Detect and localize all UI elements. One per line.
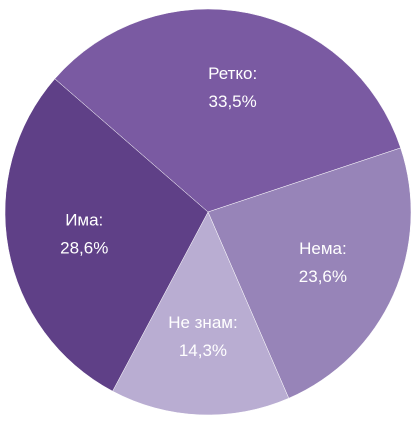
pie-slice <box>207 147 412 399</box>
pie-slice <box>112 211 290 416</box>
slice-value-label: 28,6% <box>60 238 108 257</box>
slice-value-label: 14,3% <box>179 341 227 360</box>
slice-category-label: Има: <box>65 210 103 229</box>
pie-slice <box>54 8 401 213</box>
slice-category-label: Не знам: <box>168 313 238 332</box>
pie-slice <box>4 78 209 392</box>
slice-category-label: Нема: <box>299 239 347 258</box>
slice-category-label: Ретко: <box>208 64 257 83</box>
slice-value-label: 33,5% <box>209 92 257 111</box>
slice-value-label: 23,6% <box>299 267 347 286</box>
